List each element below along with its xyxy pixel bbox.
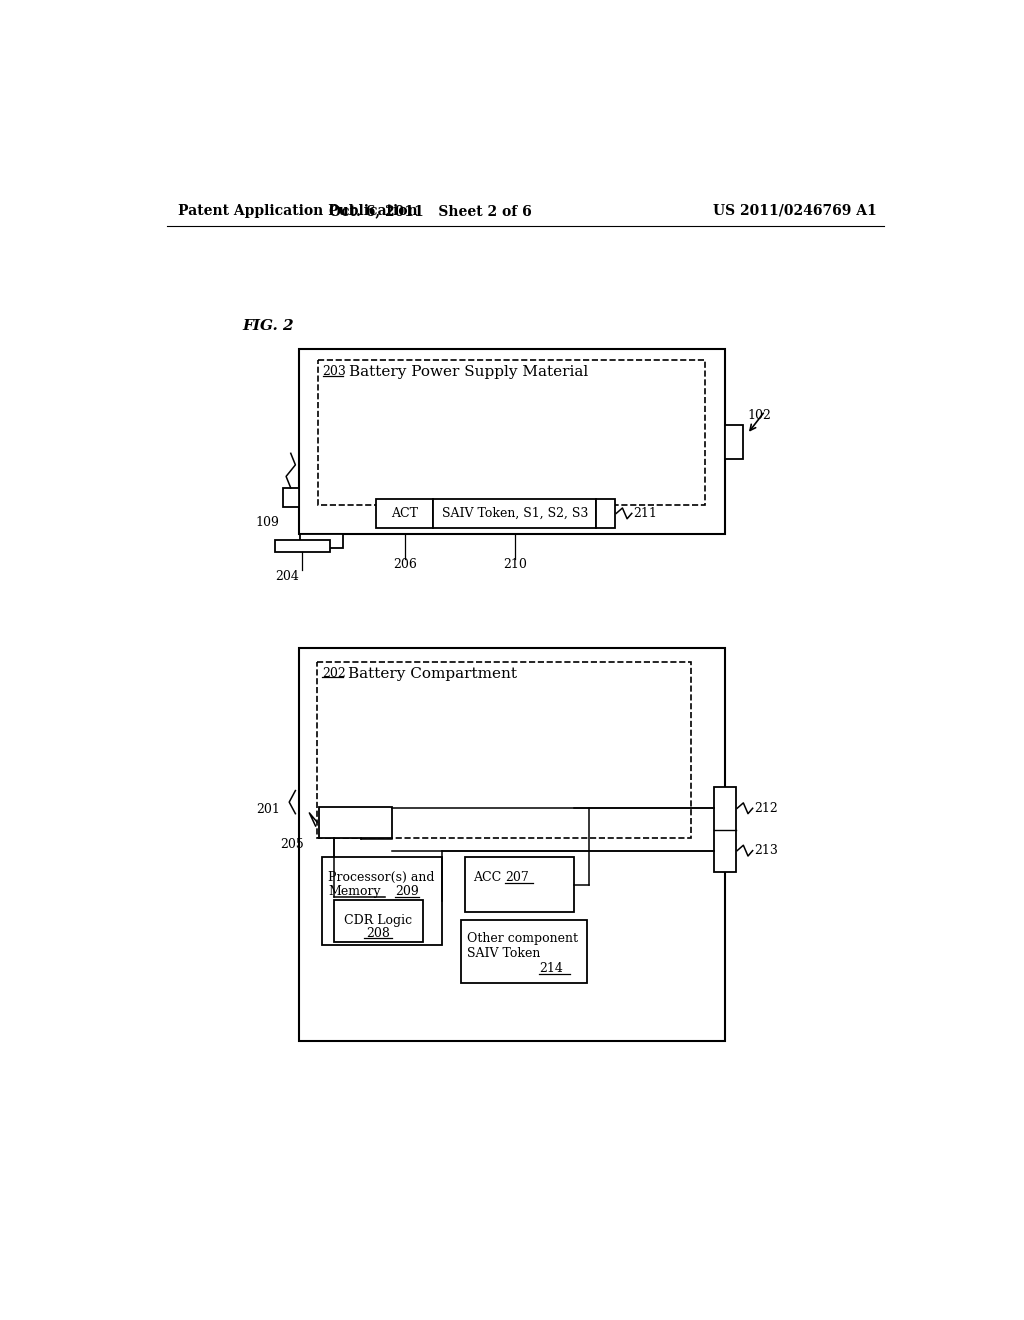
Text: 201: 201	[256, 804, 280, 816]
Bar	[596, 499, 614, 528]
Bar	[376, 499, 433, 528]
Bar	[317, 360, 706, 506]
Text: SAIV Token: SAIV Token	[467, 946, 541, 960]
Text: 207: 207	[506, 871, 529, 883]
Text: CDR Logic: CDR Logic	[344, 913, 413, 927]
Bar	[299, 350, 725, 535]
Bar	[433, 499, 596, 528]
Text: 203: 203	[323, 364, 346, 378]
Bar	[714, 788, 735, 873]
Bar	[317, 663, 690, 837]
Text: 213: 213	[755, 843, 778, 857]
Bar	[465, 857, 573, 912]
Text: Memory: Memory	[328, 884, 381, 898]
Bar	[275, 540, 330, 552]
Text: ACC: ACC	[473, 871, 501, 883]
Text: 210: 210	[503, 558, 526, 572]
Text: ACT: ACT	[391, 507, 418, 520]
Text: US 2011/0246769 A1: US 2011/0246769 A1	[713, 203, 877, 218]
Text: 204: 204	[274, 570, 299, 583]
Text: 211: 211	[633, 507, 657, 520]
Text: 205: 205	[280, 837, 304, 850]
Text: 209: 209	[395, 884, 419, 898]
Bar	[334, 900, 423, 942]
Text: 206: 206	[393, 558, 417, 572]
Bar	[461, 920, 587, 983]
Bar	[322, 857, 442, 945]
Text: Battery Power Supply Material: Battery Power Supply Material	[349, 364, 588, 379]
Text: Oct. 6, 2011   Sheet 2 of 6: Oct. 6, 2011 Sheet 2 of 6	[329, 203, 531, 218]
Text: 208: 208	[367, 927, 390, 940]
Bar	[725, 425, 743, 459]
Text: 202: 202	[322, 667, 345, 680]
Bar	[299, 648, 725, 1040]
Text: 214: 214	[539, 961, 562, 974]
Text: SAIV Token, S1, S2, S3: SAIV Token, S1, S2, S3	[441, 507, 588, 520]
Text: 109: 109	[256, 516, 280, 529]
Text: Processor(s) and: Processor(s) and	[328, 871, 434, 883]
Bar	[300, 535, 343, 548]
Bar	[283, 488, 299, 507]
Text: 102: 102	[748, 409, 771, 422]
Bar	[318, 807, 392, 838]
Text: 212: 212	[755, 801, 778, 814]
Text: FIG. 2: FIG. 2	[243, 319, 294, 333]
Text: Other component: Other component	[467, 932, 579, 945]
Text: Battery Compartment: Battery Compartment	[348, 667, 517, 681]
Text: Patent Application Publication: Patent Application Publication	[178, 203, 418, 218]
